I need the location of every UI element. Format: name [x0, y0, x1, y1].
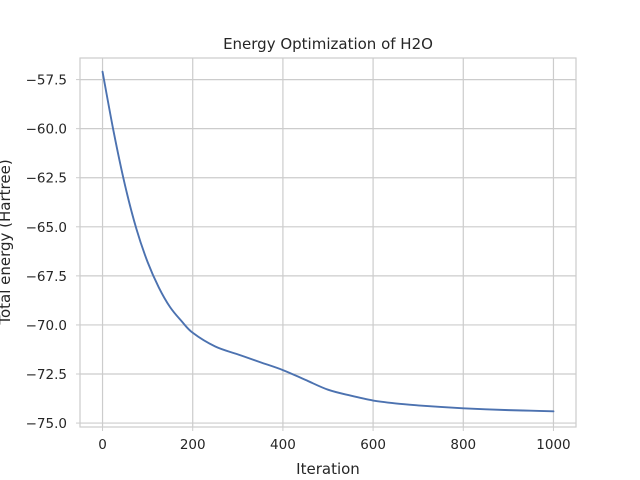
x-axis-label: Iteration: [296, 460, 360, 478]
tick-labels: 0 200 400 600 800 1000 −57.5 −60.0 −62.5 −65.0 −67…: [26, 73, 571, 453]
y-tick-label: −67.5: [26, 269, 67, 285]
plot-area-frame: [79, 57, 577, 428]
x-tick-label: 200: [180, 437, 206, 453]
y-tick-label: −62.5: [26, 171, 67, 187]
y-tick-label: −57.5: [26, 73, 67, 89]
y-tick-label: −65.0: [26, 220, 67, 236]
x-tick-label: 800: [450, 437, 476, 453]
x-tick-label: 1000: [536, 437, 570, 453]
y-tick-label: −70.0: [26, 318, 67, 334]
y-tick-label: −75.0: [26, 416, 67, 432]
series-layer: [101, 70, 555, 413]
chart-title: Energy Optimization of H2O: [223, 35, 433, 53]
x-tick-label: 0: [98, 437, 107, 453]
y-axis-label: Total energy (Hartree): [0, 159, 14, 325]
x-tick-label: 600: [360, 437, 386, 453]
y-tick-label: −60.0: [26, 122, 67, 138]
series-line: [101, 70, 555, 413]
grid: [80, 58, 576, 427]
x-tick-label: 400: [270, 437, 296, 453]
y-tick-label: −72.5: [26, 367, 67, 383]
